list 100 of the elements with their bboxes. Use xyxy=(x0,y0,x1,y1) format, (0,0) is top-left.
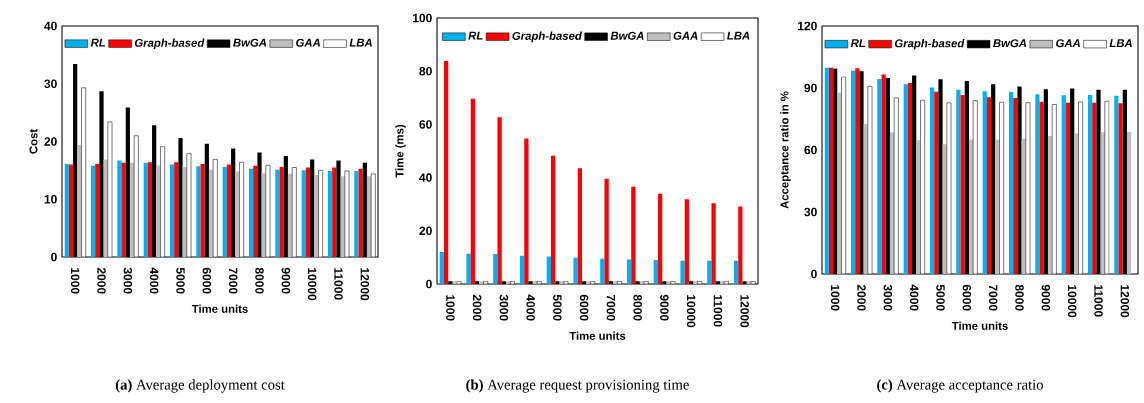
bar xyxy=(493,253,498,284)
bar xyxy=(546,256,551,284)
x-tick-label: 8000 xyxy=(255,267,264,294)
x-tick-label: 3000 xyxy=(123,267,133,294)
bar xyxy=(916,140,921,274)
x-tick-label: 10000 xyxy=(686,295,696,328)
bar xyxy=(248,168,254,257)
bar xyxy=(995,139,1000,274)
x-tick-label: 11000 xyxy=(334,268,343,300)
legend-label: RL xyxy=(90,38,106,47)
y-axis-title: Time (ms) xyxy=(395,124,406,178)
bar xyxy=(631,186,636,284)
bar xyxy=(626,259,632,284)
legend-label: BwGA xyxy=(993,39,1027,48)
bar xyxy=(143,162,148,257)
bar xyxy=(613,281,618,284)
x-tick-label: 7000 xyxy=(228,267,238,294)
text: (a) Average deployment cost xyxy=(115,379,285,393)
legend-label: GAA xyxy=(1056,39,1080,48)
x-tick-label: 3000 xyxy=(883,284,893,311)
x-tick-label: 2000 xyxy=(472,294,482,321)
text: (c) Average acceptance ratio xyxy=(877,379,1043,393)
bar xyxy=(707,260,712,284)
legend-label: Graph-based xyxy=(134,38,205,50)
bar xyxy=(68,164,74,257)
x-tick-label: 9000 xyxy=(281,267,291,294)
bar xyxy=(600,258,605,284)
bar xyxy=(889,132,895,274)
y-tick-label: 60 xyxy=(419,120,432,129)
bar xyxy=(279,166,284,257)
bar xyxy=(837,92,842,274)
x-tick-label: 7000 xyxy=(988,284,998,311)
legend-label: BwGA xyxy=(233,38,267,47)
bar xyxy=(275,169,280,257)
legend-label: RL xyxy=(850,39,866,48)
bar xyxy=(253,165,258,257)
y-axis-title: Cost xyxy=(29,129,38,154)
bar xyxy=(1074,133,1079,274)
bar xyxy=(506,281,511,284)
legend-label: GAA xyxy=(673,31,698,40)
x-tick-label: 4000 xyxy=(526,294,535,321)
bar xyxy=(327,170,333,257)
bar xyxy=(470,98,475,284)
bar xyxy=(1008,91,1014,274)
y-tick-label: 0 xyxy=(811,269,817,279)
bar xyxy=(850,70,856,274)
bar xyxy=(711,203,716,284)
bar xyxy=(147,162,153,257)
bar xyxy=(1013,97,1018,274)
bar xyxy=(907,83,913,274)
y-tick-label: 60 xyxy=(804,145,817,155)
bar xyxy=(1039,101,1044,274)
y-tick-label: 120 xyxy=(798,21,817,31)
x-tick-label: 2000 xyxy=(97,267,106,294)
x-axis-title: Time units xyxy=(191,304,248,313)
y-tick-label: 10 xyxy=(44,194,57,204)
bar xyxy=(287,173,293,257)
bar xyxy=(117,160,122,257)
x-tick-label: 12000 xyxy=(1120,285,1130,318)
bar xyxy=(982,91,987,274)
bar xyxy=(332,167,337,257)
x-tick-label: 7000 xyxy=(606,294,616,321)
bar xyxy=(657,193,663,284)
bar xyxy=(733,260,739,284)
y-tick-label: 0 xyxy=(426,279,432,289)
bar xyxy=(466,253,471,284)
bar xyxy=(684,199,689,284)
y-tick-label: 0 xyxy=(51,252,57,262)
bar xyxy=(1087,95,1093,274)
bar xyxy=(1114,95,1119,274)
x-tick-label: 5000 xyxy=(176,267,185,294)
bar xyxy=(693,281,698,284)
bar xyxy=(366,176,372,257)
x-tick-label: 6000 xyxy=(962,284,972,311)
bar xyxy=(577,168,582,284)
bar xyxy=(226,164,232,257)
y-tick-label: 90 xyxy=(804,83,817,93)
legend-label: LBA xyxy=(1109,39,1132,48)
bar xyxy=(479,281,484,284)
x-tick-label: 10000 xyxy=(307,268,317,301)
bar xyxy=(90,165,96,257)
bar xyxy=(968,139,974,274)
bar xyxy=(200,164,205,257)
x-tick-label: 1000 xyxy=(830,285,840,311)
bar xyxy=(196,166,201,257)
y-tick-label: 30 xyxy=(44,79,57,88)
x-tick-label: 12000 xyxy=(740,295,749,328)
bar xyxy=(929,87,935,274)
bar xyxy=(354,170,359,257)
bar xyxy=(64,164,69,257)
x-tick-label: 1000 xyxy=(70,268,80,294)
bar xyxy=(855,68,860,274)
x-tick-label: 11000 xyxy=(1094,285,1103,317)
bar xyxy=(497,117,502,284)
bar xyxy=(1035,94,1040,274)
x-tick-label: 6000 xyxy=(202,267,212,294)
bar xyxy=(903,84,908,274)
bar xyxy=(881,74,886,274)
y-tick-label: 100 xyxy=(413,13,432,23)
bar xyxy=(877,78,882,274)
